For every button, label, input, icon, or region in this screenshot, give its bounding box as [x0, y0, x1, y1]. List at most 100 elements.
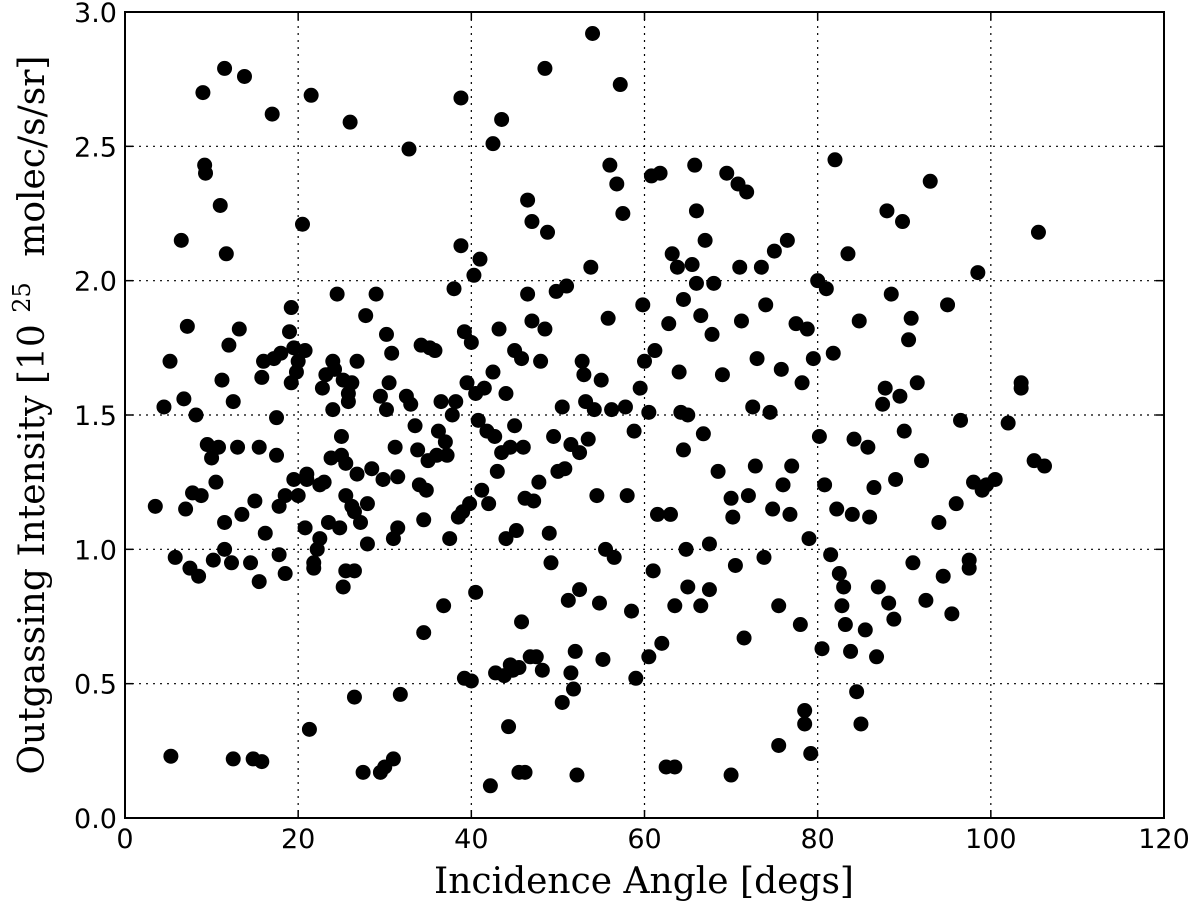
scatter-point	[697, 232, 713, 248]
scatter-point	[749, 351, 765, 367]
scatter-point	[385, 751, 401, 767]
scatter-point	[364, 461, 380, 477]
scatter-point	[355, 764, 371, 780]
scatter-point	[353, 514, 369, 530]
scatter-point	[953, 412, 969, 428]
scatter-point	[325, 402, 341, 418]
scatter-point	[297, 520, 313, 536]
scatter-point	[358, 308, 374, 324]
scatter-point	[430, 423, 446, 439]
scatter-point	[687, 157, 703, 173]
scatter-point	[387, 439, 403, 455]
scatter-point	[230, 439, 246, 455]
scatter-point	[156, 399, 172, 415]
scatter-point	[179, 318, 195, 334]
scatter-point	[641, 404, 657, 420]
scatter-point	[163, 748, 179, 764]
scatter-point	[771, 598, 787, 614]
scatter-point	[797, 716, 813, 732]
scatter-point	[669, 259, 685, 275]
scatter-point	[801, 531, 817, 547]
scatter-point	[892, 388, 908, 404]
scatter-point	[524, 313, 540, 329]
y-axis-label-main: Outgassing Intensity [10	[12, 324, 53, 774]
y-tick-label: 0.5	[74, 670, 117, 701]
scatter-point	[569, 767, 585, 783]
scatter-point	[448, 394, 464, 410]
scatter-point	[766, 243, 782, 259]
scatter-point	[221, 337, 237, 353]
scatter-point	[335, 579, 351, 595]
scatter-point	[346, 563, 362, 579]
scatter-point	[214, 372, 230, 388]
scatter-point	[922, 173, 938, 189]
scatter-point	[843, 643, 859, 659]
scatter-point	[635, 297, 651, 313]
scatter-point	[511, 660, 527, 676]
scatter-point	[909, 375, 925, 391]
scatter-point	[481, 496, 497, 512]
scatter-point	[765, 501, 781, 517]
scatter-point	[294, 216, 310, 232]
x-tick-label: 60	[627, 824, 661, 855]
scatter-point	[840, 246, 856, 262]
scatter-point	[290, 488, 306, 504]
tick-labels: 0 20 40 60 80 100 120 0.0 0.5 1.0 1.5 2.0 2.5 3.0	[74, 0, 1190, 855]
scatter-point	[782, 506, 798, 522]
scatter-point	[961, 560, 977, 576]
scatter-point	[349, 466, 365, 482]
scatter-point	[739, 184, 755, 200]
scatter-point	[162, 353, 178, 369]
scatter-point	[1037, 458, 1053, 474]
scatter-point	[593, 372, 609, 388]
x-tick-label: 0	[116, 824, 133, 855]
scatter-point	[476, 380, 492, 396]
scatter-point	[372, 388, 388, 404]
scatter-point	[886, 611, 902, 627]
scatter-point	[931, 514, 947, 530]
scatter-point	[243, 555, 259, 571]
scatter-point	[378, 326, 394, 342]
y-axis-label: Outgassing Intensity [10 25 molec/s/sr]	[0, 56, 53, 775]
scatter-point	[147, 498, 163, 514]
scatter-point	[247, 493, 263, 509]
scatter-point	[218, 246, 234, 262]
scatter-point	[205, 552, 221, 568]
scatter-point	[327, 361, 343, 377]
scatter-point	[297, 343, 313, 359]
scatter-point	[283, 300, 299, 316]
scatter-point	[678, 541, 694, 557]
scatter-point	[225, 751, 241, 767]
scatter-point	[574, 353, 590, 369]
scatter-point	[661, 316, 677, 332]
scatter-point	[384, 345, 400, 361]
y-tick-label: 2.0	[74, 267, 117, 298]
scatter-point	[860, 439, 876, 455]
y-axis-label-unit: molec/s/sr]	[12, 56, 53, 257]
scatter-point	[533, 353, 549, 369]
scatter-point	[753, 259, 769, 275]
scatter-point	[747, 458, 763, 474]
scatter-point	[723, 490, 739, 506]
scatter-point	[684, 257, 700, 273]
scatter-point	[277, 566, 293, 582]
scatter-point	[851, 313, 867, 329]
scatter-point	[472, 251, 488, 267]
scatter-point	[277, 488, 293, 504]
scatter-point	[264, 106, 280, 122]
scatter-point	[515, 439, 531, 455]
scatter-point	[520, 286, 536, 302]
scatter-point	[546, 428, 562, 444]
scatter-point	[701, 582, 717, 598]
scatter-point	[489, 463, 505, 479]
scatter-point	[299, 471, 315, 487]
scatter-point	[632, 380, 648, 396]
scatter-point	[641, 649, 657, 665]
scatter-point	[829, 501, 845, 517]
scatter-point	[875, 396, 891, 412]
scatter-point	[198, 165, 214, 181]
scatter-point	[498, 386, 514, 402]
scatter-point	[282, 324, 298, 340]
scatter-point	[429, 447, 445, 463]
scatter-point	[846, 431, 862, 447]
